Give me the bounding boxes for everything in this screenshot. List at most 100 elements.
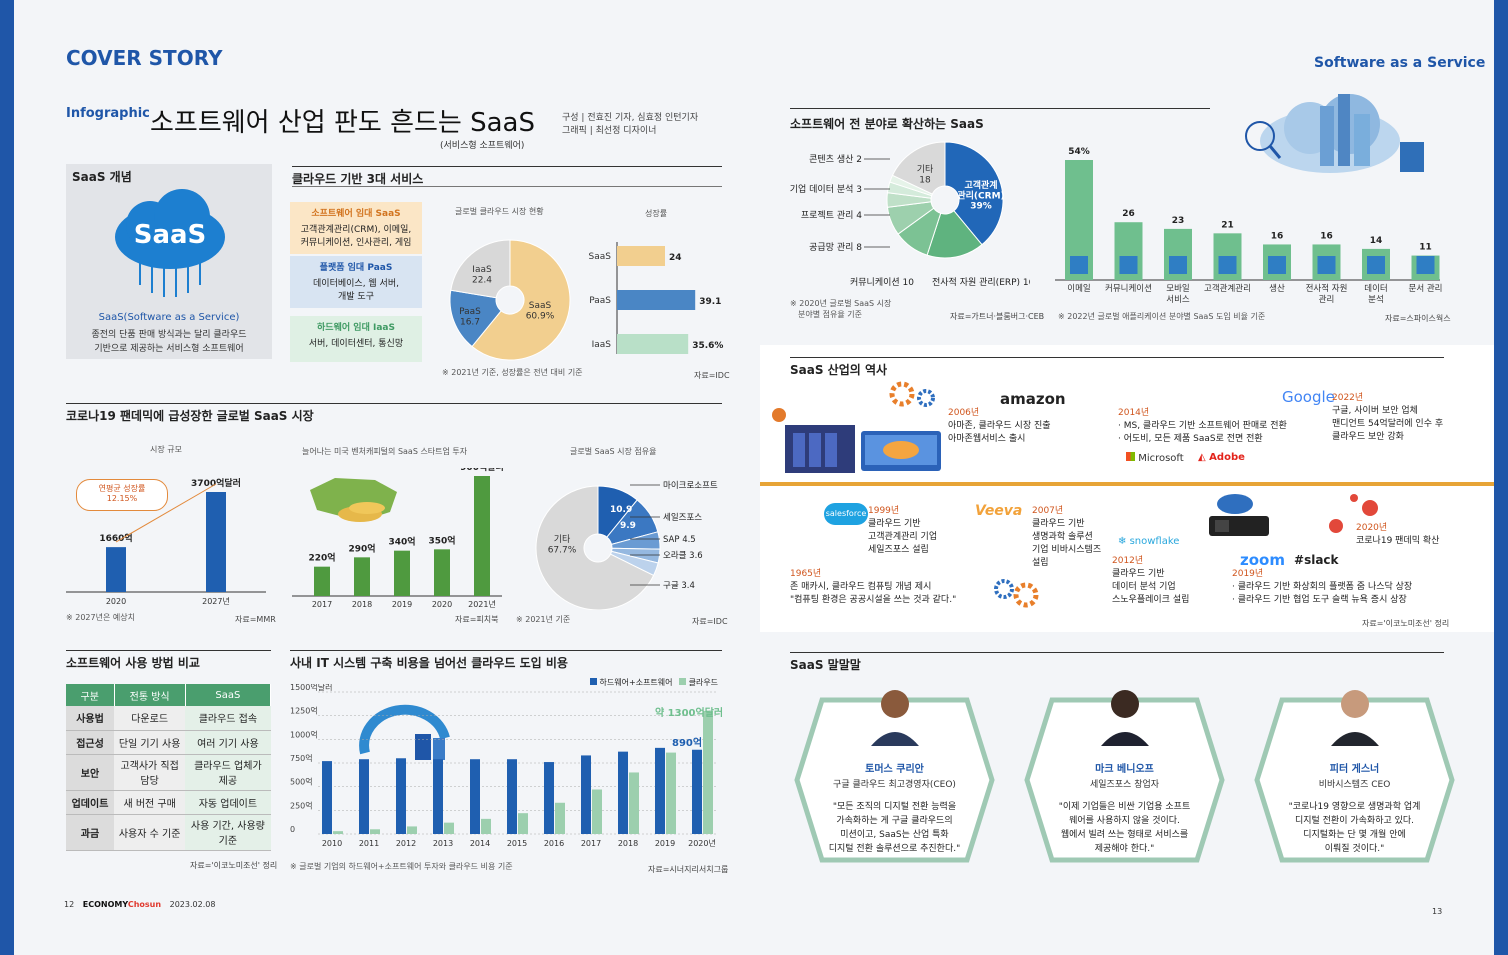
service-paas: 플랫폼 임대 PaaS 데이터베이스, 웹 서버, 개발 도구 [290, 256, 422, 308]
category-label: 커뮤니케이션 [1105, 283, 1152, 294]
history-text: 클라우드 기반 [1032, 519, 1085, 529]
pie-label: 구글 3.4 [663, 581, 695, 591]
pie-label: 고객관계 관리(CRM) 39% [957, 179, 1004, 212]
bar-cloud [629, 772, 639, 834]
footer-brand-2: Chosun [127, 900, 162, 909]
table-cell: 접근성 [66, 730, 114, 755]
cagr-label: 연평균 성장률 [98, 484, 146, 493]
size-source: 자료=MMR [235, 615, 276, 624]
snowflake-logo: ❄ snowflake [1118, 536, 1180, 547]
history-text: · 클라우드 기반 협업 도구 슬랙 뉴욕 증시 상장 [1232, 595, 1407, 605]
history-text: 클라우드 기반 [1112, 569, 1165, 579]
market-size-bar-chart: 1660억 2020 3700억달러 2027년 [66, 477, 266, 606]
history-text: · 어도비, 모든 제품 SaaS로 전면 전환 [1118, 434, 1263, 444]
comparison-table: 구분 전통 방식 SaaS 사용법 다운로드 클라우드 접속 접근성 단일 기기 사용… [66, 684, 272, 851]
y-tick-label: 750억 [290, 753, 313, 763]
vc-title: 늘어나는 미국 벤처캐피털의 SaaS 스타트업 투자 [302, 447, 468, 456]
bar-cloud [666, 752, 676, 834]
category-label: 고객관계관리 [1204, 283, 1251, 294]
pie-label: 오라클 3.6 [663, 551, 703, 561]
category-icon [1268, 256, 1286, 274]
category-label: 모바일 [1166, 283, 1189, 294]
history-text: 클라우드 기반 [868, 519, 921, 529]
cloud3-title: 클라우드 기반 3대 서비스 [292, 172, 424, 186]
spread-note-3: ※ 2022년 글로벌 애플리케이션 분야별 SaaS 도입 비율 기준 [1058, 312, 1266, 321]
table-cell: 새 버전 구매 [114, 790, 186, 815]
us-map-money-illustration [310, 478, 397, 522]
history-year: 2006년 [948, 408, 980, 418]
microsoft-logo: Microsoft [1126, 452, 1184, 464]
value-label: 900억달러 [460, 468, 504, 473]
service-saas-heading: 소프트웨어 임대 SaaS [311, 209, 401, 219]
it-cost-source: 자료=시너지리서치그룹 [648, 865, 729, 874]
table-header: 구분 [66, 684, 115, 706]
cloud-server-icon [1209, 494, 1269, 536]
service-paas-desc-2: 개발 도구 [338, 292, 374, 302]
table-header-row: 구분 전통 방식 SaaS [66, 684, 272, 706]
microsoft-logo-text: Microsoft [1138, 453, 1184, 464]
category-label: 2011 [359, 839, 379, 848]
slack-logo: #slack [1294, 553, 1339, 567]
page-number-right: 13 [1432, 907, 1443, 916]
quote-line: 미션이고, SaaS는 산업 특화 [840, 830, 949, 840]
category-label: 2018 [618, 839, 638, 848]
category-label: 2010 [322, 839, 342, 848]
table-cell: 과금 [66, 814, 114, 851]
bar-hw [655, 747, 665, 834]
bar-hw [470, 759, 480, 834]
bar [434, 549, 450, 596]
avatar [1101, 690, 1149, 746]
history-item-1999: 1999년 클라우드 기반 고객관계관리 기업 세일즈포스 설립 [868, 505, 937, 557]
page-number-left: 12 [64, 900, 75, 909]
bar-cloud [703, 710, 713, 834]
quote-line: 웨어를 사용하지 않을 것이다. [1069, 816, 1180, 826]
magnifier-icon [1245, 121, 1275, 151]
quote-role: 비바시스템즈 CEO [1318, 780, 1391, 790]
divider [292, 186, 722, 187]
credit-line-2: 그래픽 | 최선정 디자이너 [562, 126, 657, 136]
value-label: 3700억달러 [191, 477, 241, 489]
history-year: 2007년 [1032, 506, 1064, 516]
table-header: SaaS [185, 684, 272, 706]
history-year: 1999년 [868, 506, 900, 516]
compare-source: 자료='이코노미조선' 정리 [190, 861, 278, 870]
service-paas-desc-1: 데이터베이스, 웹 서버, [313, 279, 399, 289]
category-label: 2013 [433, 839, 453, 848]
spread-note-2: 분야별 점유율 기준 [798, 310, 862, 319]
cloud3-note: ※ 2021년 기준, 성장률은 전년 대비 기준 [442, 368, 583, 377]
category-label: 2016 [544, 839, 564, 848]
vc-source: 자료=피치북 [455, 615, 499, 624]
cloud-market-title: 글로벌 클라우드 시장 현황 [455, 207, 544, 216]
value-label: 39.1 [699, 297, 721, 307]
quote-frame [794, 697, 995, 863]
saas-fullname: SaaS(Software as a Service) [98, 312, 240, 323]
footer-brand: ECONOMY [82, 900, 128, 909]
legend-swatch-hw [590, 678, 597, 685]
category-label: SaaS [589, 252, 612, 262]
divider [66, 403, 722, 404]
cagr-value: 12.15% [106, 494, 138, 503]
service-iaas: 하드웨어 임대 IaaS 서버, 데이터센터, 통신망 [290, 316, 422, 362]
quote-body: 마크 베니오프 세일즈포스 창업자 "이제 기업들은 비싼 기업용 소프트 웨어… [1022, 760, 1227, 856]
service-saas: 소프트웨어 임대 SaaS 고객관계관리(CRM), 이메일, 커뮤니케이션, … [290, 202, 422, 254]
pie-label: 커뮤니케이션 10 [850, 277, 914, 288]
bar-hw [359, 759, 369, 834]
pie-slice [944, 141, 1004, 246]
quote-line: 이뤄질 것이다." [1324, 844, 1385, 854]
quote-card-3: 피터 게스너 비바시스템즈 CEO "코로나19 영향으로 생명과학 업계 디지… [1252, 690, 1457, 870]
category-label: 이메일 [1067, 283, 1090, 294]
quote-body: 피터 게스너 비바시스템즈 CEO "코로나19 영향으로 생명과학 업계 디지… [1252, 760, 1457, 856]
history-text: 생명과학 솔루션 [1032, 532, 1093, 542]
table-cell: 클라우드 업체가 제공 [185, 754, 271, 791]
quote-role: 세일즈포스 창업자 [1089, 780, 1160, 790]
category-icon [1070, 256, 1088, 274]
category-label: 2020년 [688, 838, 716, 848]
virus-icon [1329, 494, 1378, 533]
veeva-logo: Veeva [975, 503, 1023, 519]
pie-label: 기타 67.7% [548, 534, 577, 555]
category-label: 2027년 [202, 596, 230, 606]
history-text: "컴퓨팅 환경은 공공시설을 쓰는 것과 같다." [790, 595, 957, 605]
category-label: 2019 [655, 839, 675, 848]
cloud-ring-illustration [359, 704, 450, 760]
cloud-market-pie: SaaS 60.9% PaaS 16.7 IaaS 22.4 [449, 239, 571, 361]
